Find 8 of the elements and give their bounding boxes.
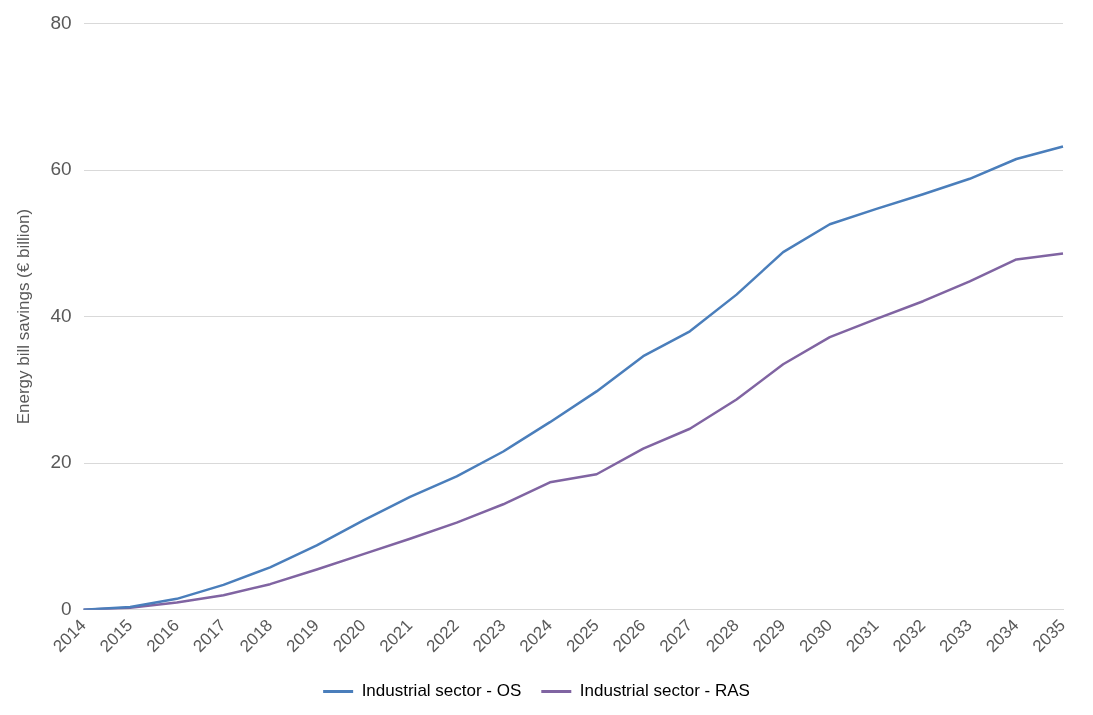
y-axis-title: Energy bill savings (€ billion) xyxy=(13,208,33,425)
y-tick-label: 60 xyxy=(50,158,72,180)
legend-label: Industrial sector - OS xyxy=(361,681,522,701)
y-tick-label: 40 xyxy=(50,304,72,326)
y-tick-label: 20 xyxy=(50,451,72,473)
legend-label: Industrial sector - RAS xyxy=(579,681,750,701)
y-tick-label: 80 xyxy=(50,11,72,33)
y-tick-label: 0 xyxy=(60,598,72,620)
